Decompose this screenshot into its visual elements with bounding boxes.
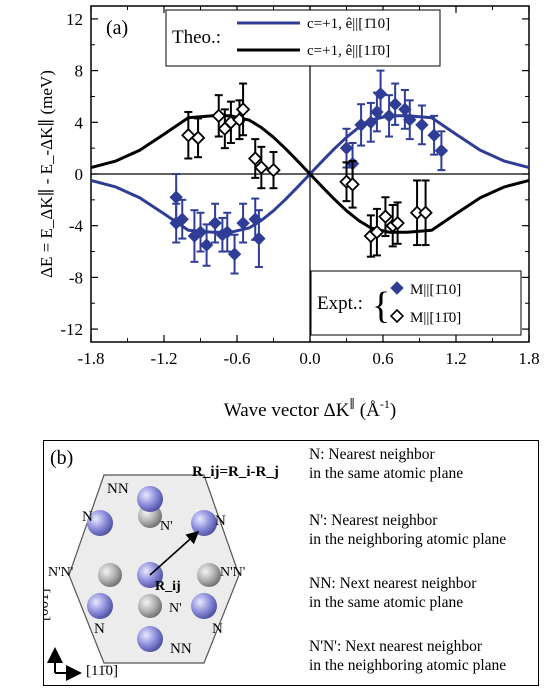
data-point-open: [418, 205, 433, 221]
label-nn-bottom: NN: [170, 641, 192, 657]
x-tick-label: -1.2: [151, 349, 178, 368]
data-point-open: [254, 160, 269, 175]
lattice-diagram: [47, 474, 240, 681]
data-point-open: [247, 151, 263, 166]
x-tick-label: 0.6: [372, 349, 393, 368]
data-point-filled: [169, 190, 183, 204]
data-point-filled: [175, 212, 189, 226]
atom-purple: [87, 510, 113, 536]
y-tick-label: -12: [60, 320, 83, 339]
y-tick-label: 8: [75, 62, 84, 81]
data-point-open: [211, 108, 227, 124]
atom-gray: [138, 594, 162, 618]
x-tick-label: -0.6: [224, 349, 251, 368]
legend-expt-brace: {: [372, 285, 390, 327]
y-axis-label: ΔE = E_ΔK∥ - E_-ΔK∥ (meV): [37, 70, 56, 278]
atom-purple: [137, 486, 163, 512]
y-tick-label: 12: [66, 10, 83, 29]
x-tick-label: 1.2: [445, 349, 466, 368]
panel-label-a: (a): [106, 17, 128, 39]
label-nn-prime-right: N'N': [220, 565, 246, 580]
legend-expt-title: Expt.:: [317, 293, 363, 314]
data-point-filled: [373, 87, 388, 101]
data-point-open: [390, 215, 405, 231]
data-point-filled: [193, 225, 208, 239]
data-point-open: [235, 102, 251, 117]
legend-expt-entry-1: M||[1̄10]: [410, 282, 461, 298]
definition-n: N: Nearest neighbor in the same atomic p…: [309, 446, 464, 482]
panel-label-b: (b): [50, 447, 74, 469]
legend-expt-entry-2: M||[11̄0]: [410, 310, 461, 326]
label-n: N: [94, 621, 105, 637]
label-n: N: [82, 509, 93, 525]
data-point-open: [190, 130, 206, 146]
label-nn-top: NN: [107, 481, 129, 497]
tick-labels: -1.8 -1.2 -0.6 0.0 0.6 1.2 1.8 12 8 4 0 -4 -8 -12: [60, 10, 539, 368]
legend-theory-title: Theo.:: [172, 27, 221, 48]
label-n: N: [215, 513, 226, 529]
x-tick-label: 0.0: [299, 349, 320, 368]
data-point-filled: [403, 113, 417, 127]
y-tick-label: 4: [75, 113, 84, 132]
axis-label-001: [001]: [43, 588, 52, 622]
atom-purple: [137, 626, 163, 652]
panel-b: (b) R_ij=R_i-R_j NN N N' N N'N' R_ij N'N…: [43, 440, 539, 686]
label-rij: R_ij: [155, 579, 181, 594]
data-point-open: [266, 162, 281, 178]
chart-a: -1.8 -1.2 -0.6 0.0 0.6 1.2 1.8 12 8 4 0 -4 -8 -12 (a)…: [37, 5, 540, 421]
atom-gray: [98, 563, 122, 587]
y-tick-label: -4: [69, 217, 84, 236]
definition-nn: NN: Next nearest neighbor in the same at…: [309, 575, 477, 611]
data-point-filled: [208, 216, 222, 230]
atom-gray: [197, 563, 221, 587]
data-point-filled: [382, 109, 396, 123]
axis-label-1-10: [11̄0]: [86, 663, 118, 679]
label-n-prime: N': [169, 601, 182, 616]
atom-purple: [191, 593, 217, 619]
data-point-filled: [252, 231, 266, 246]
data-point-filled: [415, 118, 429, 132]
data-point-open: [369, 224, 385, 240]
y-tick-label: -8: [69, 268, 83, 287]
data-point-open: [378, 209, 393, 224]
label-n: N: [212, 621, 223, 637]
data-point-filled: [227, 247, 242, 261]
label-nn-prime-left: N'N': [48, 565, 74, 580]
atom-purple: [191, 510, 217, 536]
legend-theory-entry-1: c=+1, ê||[1̄10]: [307, 16, 390, 32]
legend-marker-open: [389, 308, 405, 324]
experiment-points: [169, 69, 449, 275]
data-point-filled: [236, 216, 250, 230]
definition-n-prime: N': Nearest neighbor in the neighboring …: [309, 512, 507, 548]
y-tick-label: 0: [75, 165, 84, 184]
data-point-filled: [339, 141, 354, 155]
x-tick-label: 1.8: [518, 349, 539, 368]
data-point-filled: [220, 225, 234, 239]
legend-marker-filled: [390, 281, 404, 295]
legend-expt: Expt.: { M||[1̄10] M||[11̄0]: [310, 270, 522, 336]
legend-theory-entry-2: c=+1, ê||[11̄0]: [307, 43, 390, 59]
data-point-filled: [388, 97, 402, 111]
formula-rij: R_ij=R_i-R_j: [192, 464, 279, 480]
legend-theory: Theo.: c=+1, ê||[1̄10] c=+1, ê||[11̄0]: [165, 9, 441, 67]
atom-purple: [87, 593, 113, 619]
data-point-open: [345, 177, 360, 192]
x-tick-label: -1.8: [78, 349, 105, 368]
data-point-filled: [199, 238, 214, 252]
data-point-filled: [427, 128, 441, 142]
label-n-prime: N': [160, 519, 173, 534]
definition-nn-prime: N'N': Next nearest neighbor in the neigh…: [309, 638, 507, 674]
data-point-filled: [364, 115, 378, 130]
rij-arrow: [149, 530, 200, 576]
data-point-filled: [434, 144, 449, 158]
x-axis-label: Wave vector ΔK∥ (Å-1): [224, 397, 396, 421]
